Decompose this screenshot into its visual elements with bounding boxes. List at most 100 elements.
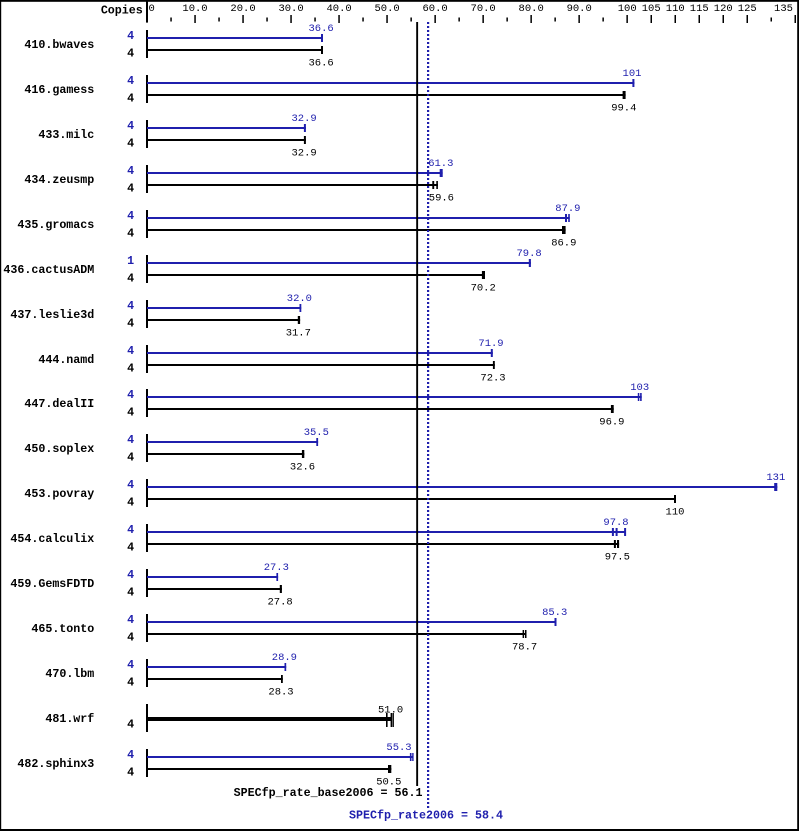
svg-text:Copies: Copies <box>101 4 143 18</box>
svg-text:40.0: 40.0 <box>326 3 351 15</box>
svg-text:32.9: 32.9 <box>291 148 316 160</box>
svg-text:32.6: 32.6 <box>290 462 315 474</box>
svg-text:90.0: 90.0 <box>567 3 592 15</box>
svg-text:444.namd: 444.namd <box>38 353 94 367</box>
svg-text:4: 4 <box>127 676 134 690</box>
svg-text:453.povray: 453.povray <box>24 487 94 501</box>
svg-text:447.dealII: 447.dealII <box>24 397 94 411</box>
svg-text:28.9: 28.9 <box>272 652 297 664</box>
svg-text:436.cactusADM: 436.cactusADM <box>3 263 94 277</box>
svg-text:99.4: 99.4 <box>611 103 636 115</box>
svg-text:50.5: 50.5 <box>376 777 401 789</box>
svg-text:70.0: 70.0 <box>471 3 496 15</box>
svg-text:482.sphinx3: 482.sphinx3 <box>17 757 94 771</box>
svg-text:SPECfp_rate_base2006 = 56.1: SPECfp_rate_base2006 = 56.1 <box>234 786 423 800</box>
svg-text:4: 4 <box>127 658 134 672</box>
svg-text:28.3: 28.3 <box>268 687 293 699</box>
svg-text:4: 4 <box>127 496 134 510</box>
svg-text:4: 4 <box>127 299 134 313</box>
svg-text:SPECfp_rate2006 = 58.4: SPECfp_rate2006 = 58.4 <box>349 809 503 823</box>
svg-text:4: 4 <box>127 433 134 447</box>
svg-text:4: 4 <box>127 451 134 465</box>
svg-text:0: 0 <box>148 3 154 15</box>
svg-text:4: 4 <box>127 119 134 133</box>
svg-text:4: 4 <box>127 586 134 600</box>
svg-text:27.3: 27.3 <box>264 562 289 574</box>
svg-text:80.0: 80.0 <box>519 3 544 15</box>
svg-text:4: 4 <box>127 478 134 492</box>
svg-text:135: 135 <box>774 3 793 15</box>
svg-text:105: 105 <box>642 3 661 15</box>
svg-text:115: 115 <box>690 3 709 15</box>
svg-text:4: 4 <box>127 748 134 762</box>
svg-text:31.7: 31.7 <box>286 328 311 340</box>
svg-text:4: 4 <box>127 92 134 106</box>
svg-text:32.9: 32.9 <box>291 113 316 125</box>
svg-text:30.0: 30.0 <box>278 3 303 15</box>
svg-text:100: 100 <box>618 3 637 15</box>
svg-text:4: 4 <box>127 718 134 732</box>
svg-text:4: 4 <box>127 47 134 61</box>
svg-text:450.soplex: 450.soplex <box>24 442 94 456</box>
svg-text:103: 103 <box>630 382 649 394</box>
svg-text:35.5: 35.5 <box>304 427 329 439</box>
svg-text:60.0: 60.0 <box>423 3 448 15</box>
svg-text:435.gromacs: 435.gromacs <box>17 218 94 232</box>
svg-text:470.lbm: 470.lbm <box>45 667 94 681</box>
svg-text:86.9: 86.9 <box>551 238 576 250</box>
svg-text:20.0: 20.0 <box>230 3 255 15</box>
svg-text:410.bwaves: 410.bwaves <box>24 38 94 52</box>
svg-text:79.8: 79.8 <box>516 248 541 260</box>
svg-text:96.9: 96.9 <box>599 417 624 429</box>
svg-text:454.calculix: 454.calculix <box>10 532 94 546</box>
svg-text:4: 4 <box>127 272 134 286</box>
svg-text:78.7: 78.7 <box>512 642 537 654</box>
svg-text:59.6: 59.6 <box>429 193 454 205</box>
svg-text:61.3: 61.3 <box>428 158 453 170</box>
svg-text:27.8: 27.8 <box>267 597 292 609</box>
svg-text:437.leslie3d: 437.leslie3d <box>10 308 94 322</box>
svg-text:434.zeusmp: 434.zeusmp <box>24 173 94 187</box>
svg-text:4: 4 <box>127 613 134 627</box>
svg-text:50.0: 50.0 <box>374 3 399 15</box>
svg-text:1: 1 <box>127 254 134 268</box>
svg-text:110: 110 <box>666 3 685 15</box>
svg-text:4: 4 <box>127 137 134 151</box>
svg-text:51.0: 51.0 <box>378 705 403 717</box>
svg-text:4: 4 <box>127 182 134 196</box>
svg-text:416.gamess: 416.gamess <box>24 83 94 97</box>
svg-text:4: 4 <box>127 164 134 178</box>
svg-text:4: 4 <box>127 362 134 376</box>
svg-text:131: 131 <box>766 472 785 484</box>
svg-text:87.9: 87.9 <box>555 203 580 215</box>
svg-text:4: 4 <box>127 406 134 420</box>
svg-text:97.8: 97.8 <box>603 517 628 529</box>
svg-text:36.6: 36.6 <box>308 58 333 70</box>
svg-text:4: 4 <box>127 74 134 88</box>
svg-text:36.6: 36.6 <box>308 23 333 35</box>
svg-text:4: 4 <box>127 209 134 223</box>
svg-text:4: 4 <box>127 568 134 582</box>
svg-text:481.wrf: 481.wrf <box>45 712 94 726</box>
svg-text:10.0: 10.0 <box>182 3 207 15</box>
svg-text:70.2: 70.2 <box>471 283 496 295</box>
svg-text:110: 110 <box>666 507 685 519</box>
svg-text:4: 4 <box>127 541 134 555</box>
svg-text:71.9: 71.9 <box>478 338 503 350</box>
svg-text:120: 120 <box>714 3 733 15</box>
svg-text:4: 4 <box>127 29 134 43</box>
svg-text:125: 125 <box>738 3 757 15</box>
svg-text:4: 4 <box>127 344 134 358</box>
svg-text:72.3: 72.3 <box>480 373 505 385</box>
svg-text:4: 4 <box>127 317 134 331</box>
svg-text:85.3: 85.3 <box>542 607 567 619</box>
svg-text:4: 4 <box>127 766 134 780</box>
svg-text:4: 4 <box>127 388 134 402</box>
svg-text:32.0: 32.0 <box>287 293 312 305</box>
svg-text:4: 4 <box>127 631 134 645</box>
svg-text:433.milc: 433.milc <box>38 128 94 142</box>
svg-text:459.GemsFDTD: 459.GemsFDTD <box>10 577 94 591</box>
svg-text:4: 4 <box>127 523 134 537</box>
svg-text:465.tonto: 465.tonto <box>31 622 94 636</box>
svg-text:101: 101 <box>623 68 642 80</box>
